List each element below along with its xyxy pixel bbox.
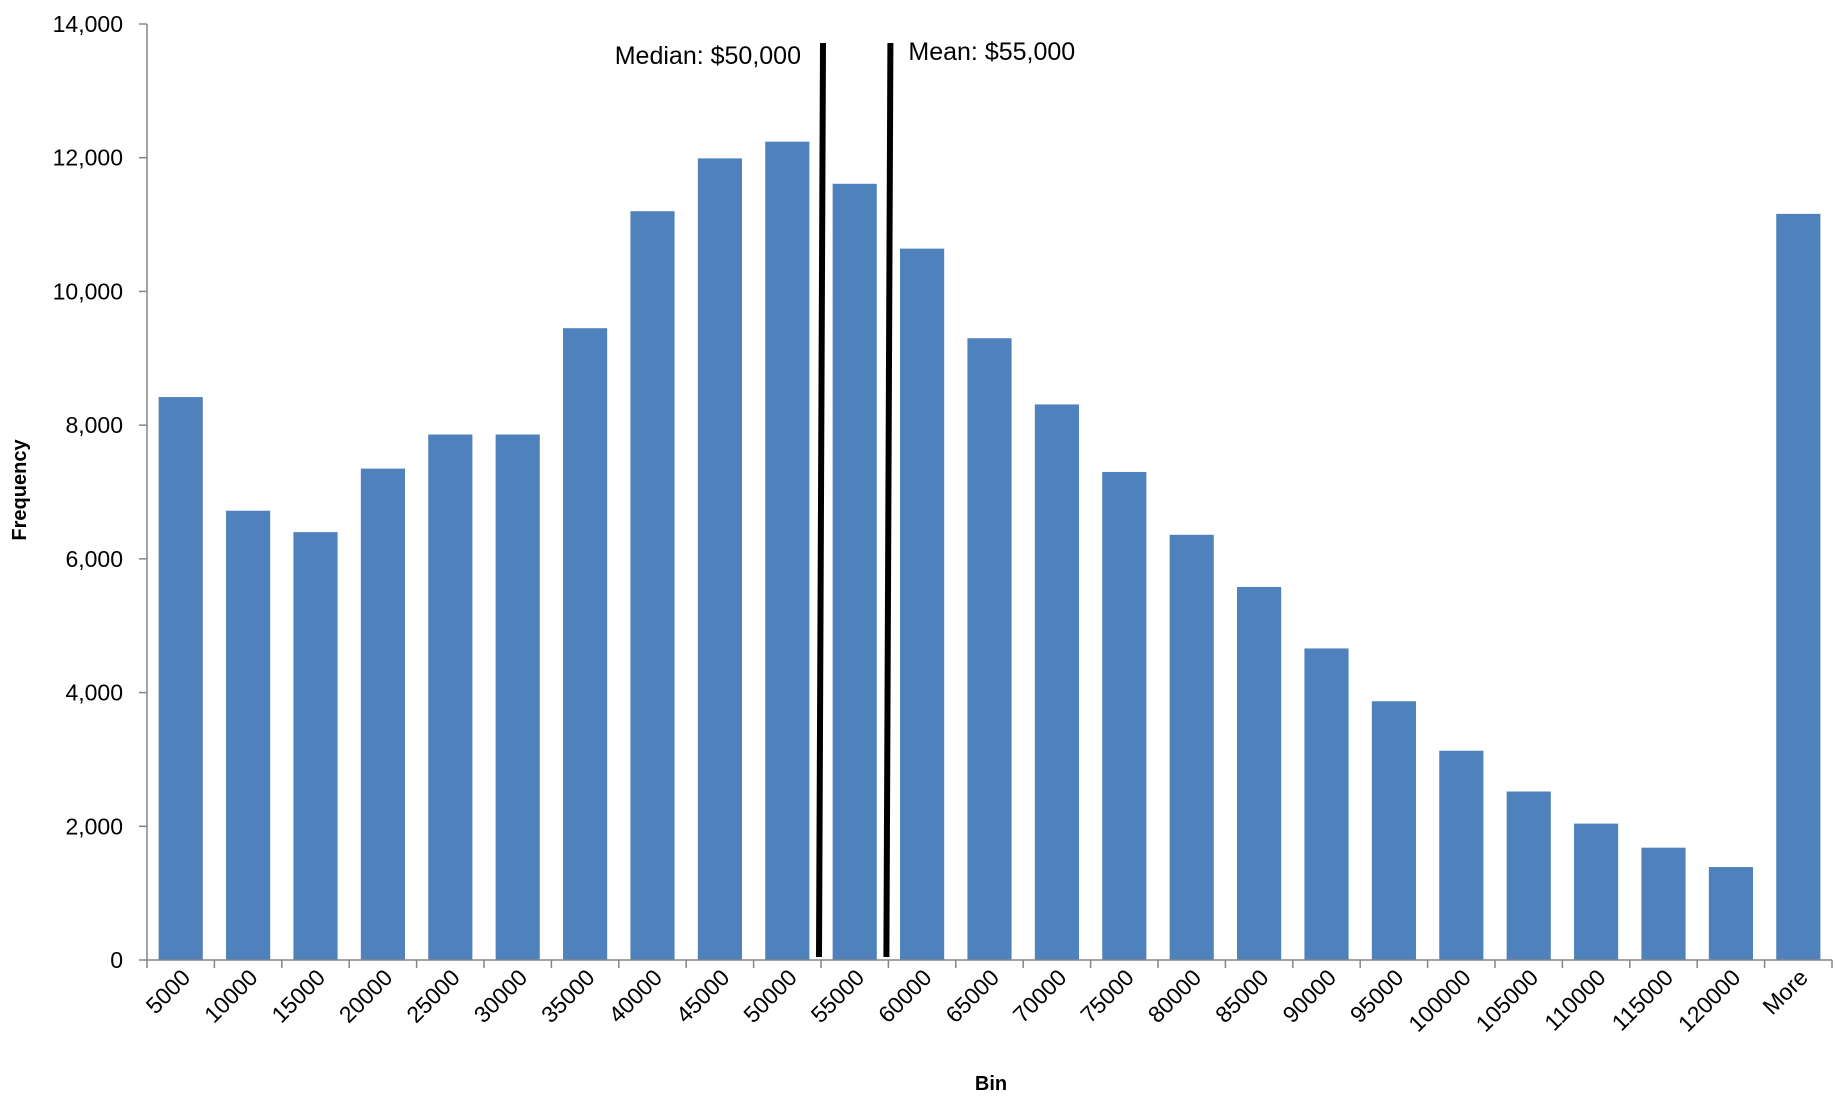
x-tick-label: 120000 [1673, 964, 1746, 1037]
x-tick-label: 10000 [199, 964, 263, 1028]
x-tick-label: 100000 [1403, 964, 1476, 1037]
x-tick-label: 95000 [1345, 964, 1409, 1028]
y-tick-label: 10,000 [53, 278, 123, 304]
x-tick-label: 115000 [1607, 964, 1678, 1035]
bar-105000 [1506, 791, 1551, 960]
mean-line [883, 42, 894, 958]
bar-60000 [900, 248, 945, 960]
x-tick-label: 40000 [603, 964, 667, 1028]
x-tick-label: 55000 [806, 964, 870, 1028]
y-tick-label: 6,000 [65, 546, 123, 572]
x-tick-label: 80000 [1143, 964, 1207, 1028]
axes-layer [146, 24, 1832, 961]
y-tick-label: 14,000 [53, 11, 123, 37]
y-tick-label: 2,000 [65, 813, 123, 839]
x-tick-label: 75000 [1075, 964, 1139, 1028]
x-axis-title: Bin [975, 1073, 1007, 1095]
bar-70000 [1034, 404, 1079, 960]
mean-label: Mean: $55,000 [908, 38, 1075, 66]
bar-110000 [1574, 823, 1619, 960]
bar-100000 [1439, 750, 1484, 960]
x-tick-label: 70000 [1008, 964, 1072, 1028]
bar-90000 [1304, 648, 1349, 960]
bar-45000 [697, 158, 742, 960]
y-tick-label: 4,000 [65, 680, 123, 706]
x-tick-label: 60000 [873, 964, 937, 1028]
y-axis-title: Frequency [9, 439, 31, 541]
x-tick-label: 65000 [940, 964, 1004, 1028]
bar-35000 [563, 328, 608, 960]
x-tick-label: 110000 [1539, 964, 1610, 1035]
x-tick-label: 50000 [738, 964, 802, 1028]
median-label: Median: $50,000 [615, 42, 801, 70]
bar-65000 [967, 338, 1012, 961]
bar-50000 [765, 141, 810, 961]
bar-more [1776, 213, 1821, 960]
x-tick-label: 35000 [536, 964, 600, 1028]
x-tick-label: 15000 [266, 964, 330, 1028]
x-tick-label: 85000 [1210, 964, 1274, 1028]
x-tick-label: 25000 [401, 964, 465, 1028]
bar-120000 [1708, 867, 1753, 960]
bar-115000 [1641, 847, 1686, 960]
bar-15000 [293, 532, 338, 960]
bar-40000 [630, 211, 675, 960]
bar-30000 [495, 434, 540, 960]
x-tick-label: More [1757, 964, 1812, 1019]
annotation-layer: Median: $50,000 Mean: $55,000 [615, 38, 1075, 958]
x-tick-label: 90000 [1277, 964, 1341, 1028]
y-tick-label: 12,000 [53, 145, 123, 171]
bar-55000 [832, 183, 877, 961]
x-tick-label: 45000 [671, 964, 735, 1028]
bar-20000 [360, 468, 405, 960]
bar-10000 [226, 510, 271, 960]
bar-5000 [158, 397, 203, 960]
y-tick-label: 8,000 [65, 412, 123, 438]
x-axis-ticks: 5000 10000 15000 20000 25000 30000 35000 40000 4… [141, 960, 1833, 1037]
bar-80000 [1169, 534, 1214, 960]
y-tick-label: 0 [110, 947, 123, 973]
y-axis-ticks: 0 2,000 4,000 6,000 8,000 10,000 12,000 14,000 [53, 11, 147, 973]
bar-25000 [428, 434, 473, 960]
x-tick-label: 30000 [469, 964, 533, 1028]
x-tick-label: 5000 [141, 964, 196, 1019]
bars-layer [158, 141, 1821, 961]
median-line [816, 42, 826, 958]
x-tick-label: 20000 [334, 964, 398, 1028]
bar-95000 [1371, 701, 1416, 960]
bar-85000 [1237, 586, 1282, 960]
x-tick-label: 105000 [1471, 964, 1544, 1037]
bar-75000 [1102, 471, 1147, 960]
